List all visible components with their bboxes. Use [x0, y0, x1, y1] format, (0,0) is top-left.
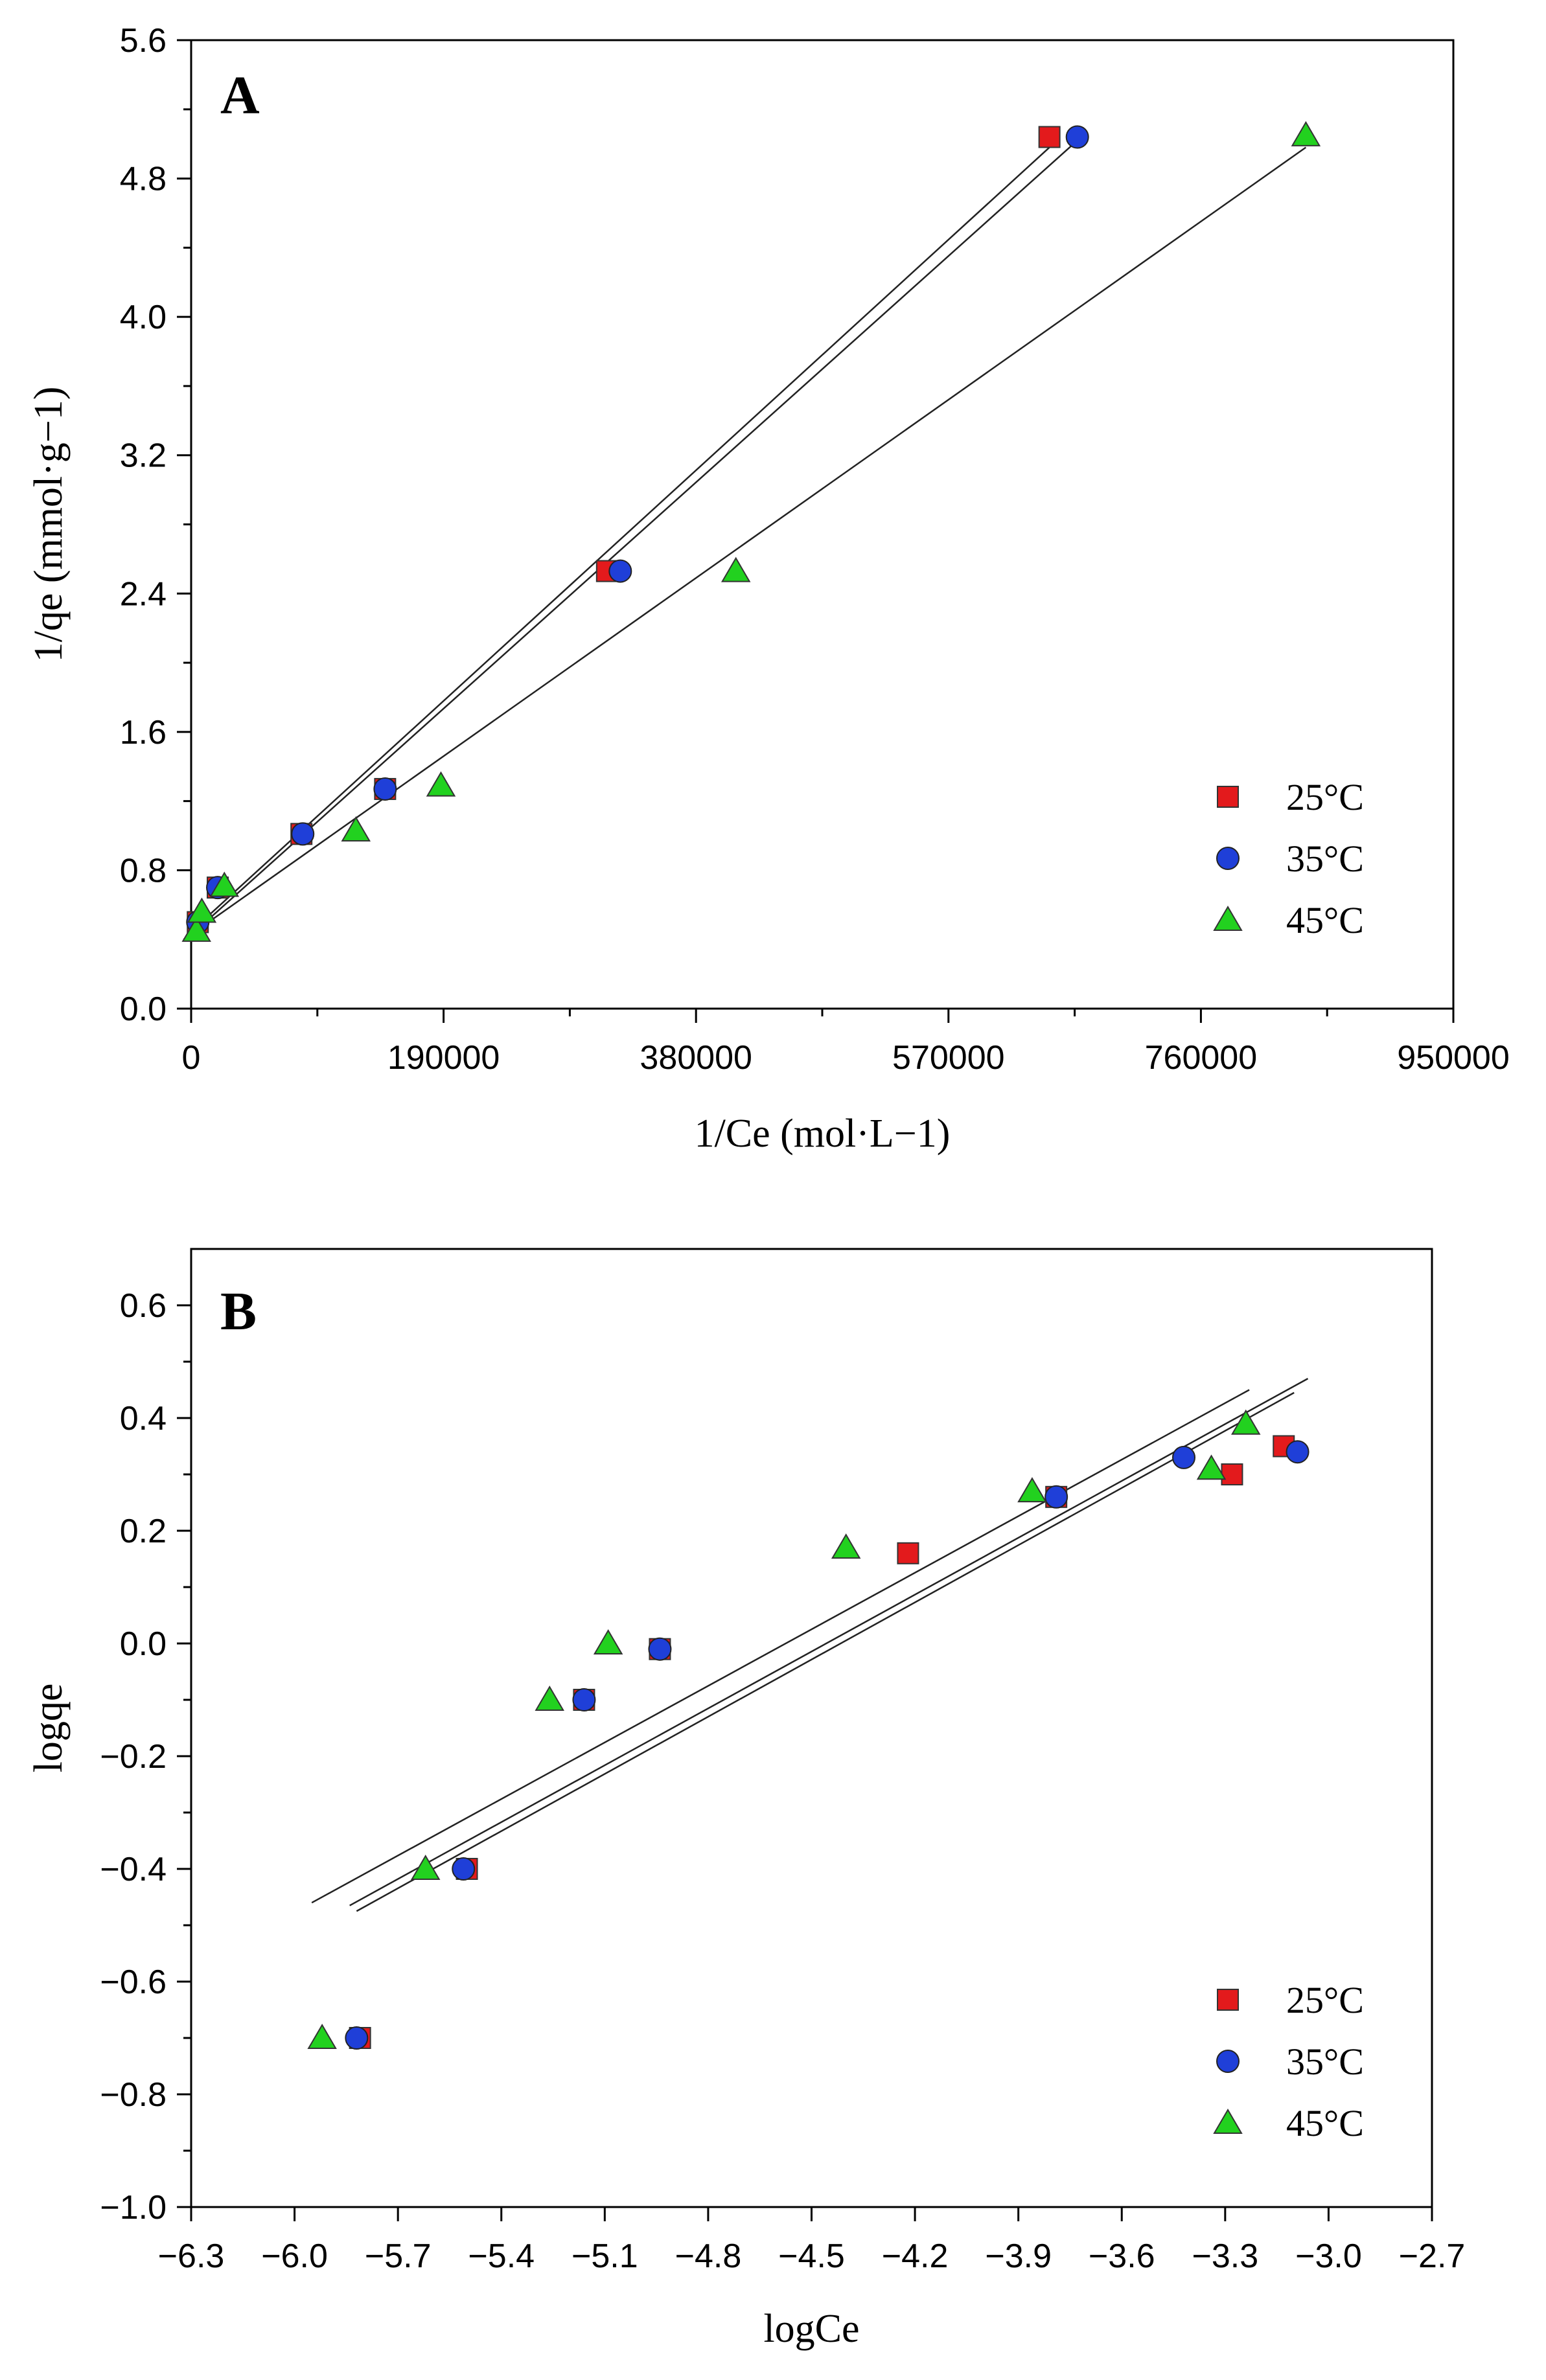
data-point [572, 1688, 596, 1711]
legend-label: 45°C [1286, 899, 1364, 941]
data-point [608, 559, 632, 583]
y-tick-label: 2.4 [120, 575, 167, 613]
legend-marker [1213, 2109, 1243, 2134]
y-tick-label: −0.8 [100, 2076, 167, 2114]
data-point [373, 777, 397, 801]
y-tick-label: −1.0 [100, 2189, 167, 2226]
panel-letter: A [220, 65, 260, 126]
data-point [831, 1533, 861, 1559]
y-tick-label: 0.0 [120, 990, 167, 1028]
y-tick-label: 0.2 [120, 1513, 167, 1550]
x-tick-label: 950000 [1397, 1039, 1510, 1077]
panel-letter: B [220, 1281, 257, 1342]
y-tick-label: 0.0 [120, 1625, 167, 1663]
fit-line [193, 139, 1078, 933]
legend-label: 45°C [1286, 2102, 1364, 2144]
data-point [1286, 1440, 1309, 1464]
x-tick-label: 0 [182, 1039, 201, 1077]
legend-label: 35°C [1286, 838, 1364, 880]
legend-marker [1216, 2050, 1240, 2073]
y-tick-label: −0.2 [100, 1738, 167, 1776]
legend-label: 25°C [1286, 1979, 1364, 2021]
y-tick-label: −0.6 [100, 1963, 167, 2001]
legend-marker [1217, 786, 1239, 808]
y-tick-label: 5.6 [120, 22, 167, 60]
legend-marker [1216, 847, 1240, 870]
fit-line [193, 146, 1307, 933]
x-tick-label: −4.5 [778, 2237, 845, 2275]
data-point [410, 1855, 441, 1880]
data-point [1065, 125, 1089, 149]
fit-line [193, 146, 1050, 930]
data-point [426, 771, 456, 797]
x-tick-label: −5.4 [468, 2237, 535, 2275]
data-point [1038, 126, 1061, 148]
legend-marker [1217, 1989, 1239, 2011]
x-tick-label: 760000 [1145, 1039, 1258, 1077]
plot-frame [190, 39, 1455, 1010]
data-point [1231, 1409, 1261, 1435]
data-point [648, 1637, 672, 1661]
data-point [1221, 1463, 1243, 1485]
data-point [1044, 1485, 1068, 1509]
y-tick-label: 0.4 [120, 1400, 167, 1437]
plot-frame [190, 1248, 1433, 2208]
y-axis-label: logqe [27, 1684, 71, 1773]
x-axis-label: logCe [763, 2307, 859, 2351]
y-tick-label: 3.2 [120, 437, 167, 475]
data-point [187, 897, 217, 923]
x-tick-label: −3.6 [1089, 2237, 1155, 2275]
legend-label: 25°C [1286, 776, 1364, 818]
x-tick-label: −5.7 [365, 2237, 432, 2275]
y-tick-label: 1.6 [120, 714, 167, 751]
x-tick-label: −2.7 [1399, 2237, 1466, 2275]
fit-line [311, 1389, 1250, 1904]
data-point [593, 1629, 623, 1654]
data-point [897, 1542, 919, 1564]
x-tick-label: −6.3 [158, 2237, 225, 2275]
x-tick-label: 380000 [640, 1039, 752, 1077]
y-tick-label: 4.8 [120, 161, 167, 198]
data-point [721, 556, 751, 582]
data-point [341, 816, 371, 842]
x-tick-label: 190000 [387, 1039, 500, 1077]
data-point [209, 871, 240, 897]
x-tick-label: −6.0 [261, 2237, 328, 2275]
data-point [1017, 1477, 1047, 1503]
y-axis-label: 1/qe (mmol·g−1) [27, 387, 71, 663]
data-point [452, 1857, 476, 1881]
data-point [307, 2024, 337, 2049]
data-point [345, 2026, 369, 2050]
y-tick-label: 4.0 [120, 299, 167, 336]
data-point [1172, 1445, 1195, 1469]
x-tick-label: −4.8 [675, 2237, 742, 2275]
data-point [535, 1686, 564, 1711]
y-tick-label: 0.8 [120, 852, 167, 889]
fit-line [356, 1391, 1295, 1912]
data-point [1291, 120, 1321, 146]
legend-marker [1213, 906, 1243, 931]
panel-b: −6.3 −6.0 −5.7 −5.4 −5.1 −4.8 −4.5 −4.2 −3.9 −3.6… [27, 1248, 1466, 2351]
data-point [291, 822, 315, 846]
fit-line [349, 1378, 1309, 1906]
x-tick-label: −3.9 [985, 2237, 1052, 2275]
legend-label: 35°C [1286, 2041, 1364, 2083]
x-axis-label: 1/Ce (mol·L−1) [695, 1112, 951, 1156]
x-tick-label: −5.1 [571, 2237, 638, 2275]
panel-a: 0 190000 380000 570000 760000 950000 0.0 0.8 1.6… [27, 22, 1510, 1156]
data-point [1196, 1454, 1227, 1480]
y-tick-label: 0.6 [120, 1287, 167, 1325]
data-point [181, 916, 211, 942]
x-tick-label: −3.3 [1192, 2237, 1259, 2275]
y-tick-label: −0.4 [100, 1851, 167, 1888]
x-tick-label: −3.0 [1295, 2237, 1362, 2275]
x-tick-label: 570000 [892, 1039, 1005, 1077]
x-tick-label: −4.2 [882, 2237, 949, 2275]
